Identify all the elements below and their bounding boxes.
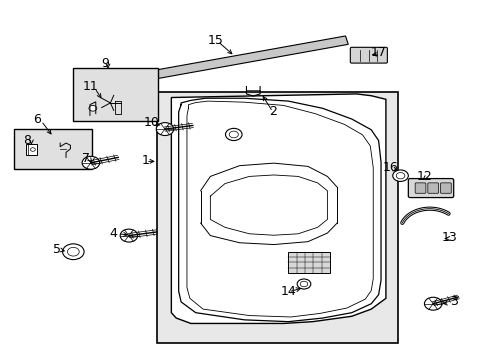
Circle shape bbox=[89, 105, 97, 111]
FancyBboxPatch shape bbox=[427, 183, 438, 193]
Circle shape bbox=[62, 244, 84, 260]
Text: 16: 16 bbox=[382, 161, 398, 174]
FancyBboxPatch shape bbox=[163, 98, 390, 338]
FancyBboxPatch shape bbox=[157, 92, 397, 343]
Text: 4: 4 bbox=[109, 227, 117, 240]
Circle shape bbox=[120, 229, 138, 242]
Circle shape bbox=[225, 129, 242, 140]
Text: 8: 8 bbox=[23, 134, 31, 147]
Text: 2: 2 bbox=[268, 105, 276, 118]
Text: 13: 13 bbox=[441, 231, 456, 244]
FancyBboxPatch shape bbox=[73, 68, 158, 121]
FancyBboxPatch shape bbox=[14, 129, 92, 168]
FancyBboxPatch shape bbox=[288, 252, 329, 273]
Circle shape bbox=[424, 297, 441, 310]
FancyBboxPatch shape bbox=[440, 183, 450, 193]
Text: 15: 15 bbox=[207, 33, 223, 47]
Text: 12: 12 bbox=[416, 170, 432, 183]
Text: 10: 10 bbox=[143, 116, 160, 129]
FancyBboxPatch shape bbox=[414, 183, 425, 193]
FancyBboxPatch shape bbox=[407, 179, 453, 198]
Polygon shape bbox=[136, 36, 347, 82]
FancyBboxPatch shape bbox=[25, 144, 37, 154]
Text: 9: 9 bbox=[102, 57, 109, 70]
Text: 14: 14 bbox=[280, 285, 296, 298]
Circle shape bbox=[82, 156, 100, 169]
Text: 11: 11 bbox=[83, 80, 99, 93]
Text: 6: 6 bbox=[33, 113, 41, 126]
Circle shape bbox=[392, 170, 407, 181]
Text: 5: 5 bbox=[53, 243, 61, 256]
Polygon shape bbox=[171, 94, 385, 323]
Text: 3: 3 bbox=[449, 296, 457, 309]
Circle shape bbox=[156, 123, 173, 135]
Circle shape bbox=[297, 279, 310, 289]
Text: 7: 7 bbox=[82, 152, 90, 165]
FancyBboxPatch shape bbox=[349, 47, 386, 63]
Text: 1: 1 bbox=[142, 154, 150, 167]
Text: 17: 17 bbox=[370, 46, 386, 59]
